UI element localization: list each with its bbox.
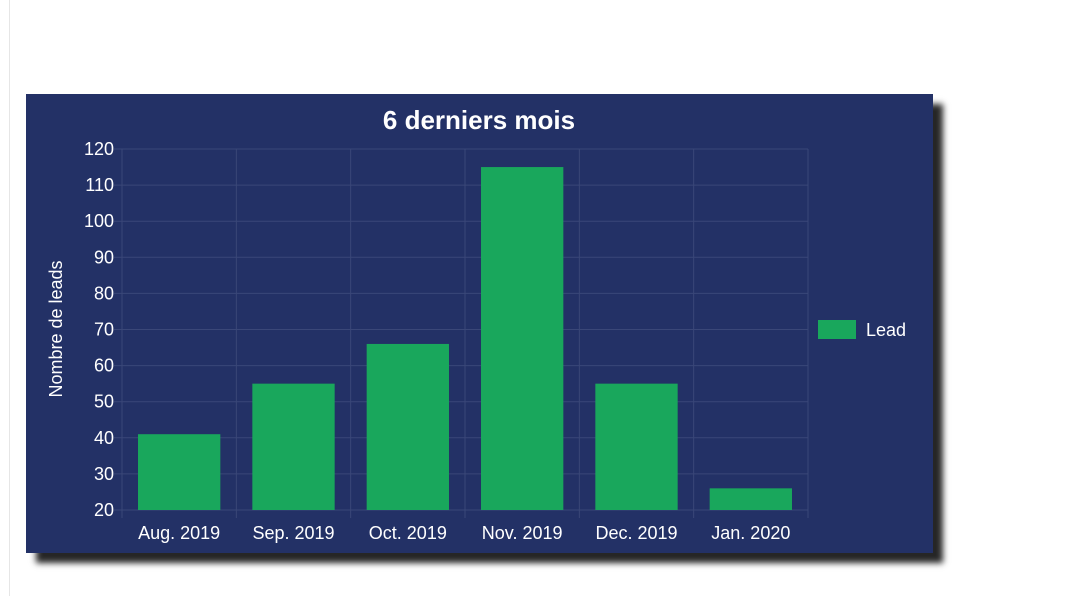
legend-swatch xyxy=(818,320,856,339)
chart-title: 6 derniers mois xyxy=(383,105,575,135)
y-tick-label: 20 xyxy=(94,500,114,520)
x-tick-label: Aug. 2019 xyxy=(138,523,220,543)
bar[interactable] xyxy=(366,343,449,510)
y-tick-label: 120 xyxy=(84,139,114,159)
y-tick-label: 100 xyxy=(84,211,114,231)
legend-label-lead: Lead xyxy=(866,320,906,340)
bar[interactable] xyxy=(138,434,221,510)
bar[interactable] xyxy=(252,383,335,510)
bar-chart: 6 derniers mois Nombre de leads 20 30 40 50… xyxy=(46,105,906,543)
x-tick-label: Nov. 2019 xyxy=(482,523,563,543)
bars xyxy=(138,167,792,511)
bar[interactable] xyxy=(595,383,678,510)
y-tick-label: 30 xyxy=(94,464,114,484)
y-tick-label: 70 xyxy=(94,320,114,340)
grid-lines xyxy=(114,148,809,518)
bar[interactable] xyxy=(709,488,792,510)
y-tick-label: 90 xyxy=(94,247,114,267)
x-tick-label: Oct. 2019 xyxy=(369,523,447,543)
x-tick-label: Sep. 2019 xyxy=(252,523,334,543)
y-tick-label: 110 xyxy=(85,175,114,195)
x-tick-label: Jan. 2020 xyxy=(711,523,790,543)
y-tick-label: 80 xyxy=(94,283,114,303)
y-tick-label: 40 xyxy=(94,428,114,448)
page-left-rule xyxy=(9,0,10,596)
y-tick-label: 60 xyxy=(94,356,114,376)
legend[interactable]: Lead xyxy=(818,320,906,340)
y-tick-labels: 20 30 40 50 60 70 80 90 100 110 120 xyxy=(84,139,114,520)
x-tick-labels: Aug. 2019 Sep. 2019 Oct. 2019 Nov. 2019 Dec.… xyxy=(138,523,790,543)
y-axis-label: Nombre de leads xyxy=(46,260,66,397)
bar[interactable] xyxy=(481,167,564,511)
chart-card: 6 derniers mois Nombre de leads 20 30 40 50… xyxy=(26,94,933,553)
y-tick-label: 50 xyxy=(94,392,114,412)
x-tick-label: Dec. 2019 xyxy=(595,523,677,543)
